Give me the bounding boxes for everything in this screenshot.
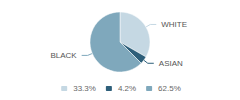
svg-text:62.5%: 62.5% [158, 84, 181, 93]
svg-text:WHITE: WHITE [161, 20, 187, 29]
svg-text:BLACK: BLACK [50, 51, 77, 60]
svg-text:4.2%: 4.2% [118, 84, 136, 93]
svg-text:33.3%: 33.3% [73, 84, 96, 93]
svg-text:ASIAN: ASIAN [159, 59, 183, 68]
